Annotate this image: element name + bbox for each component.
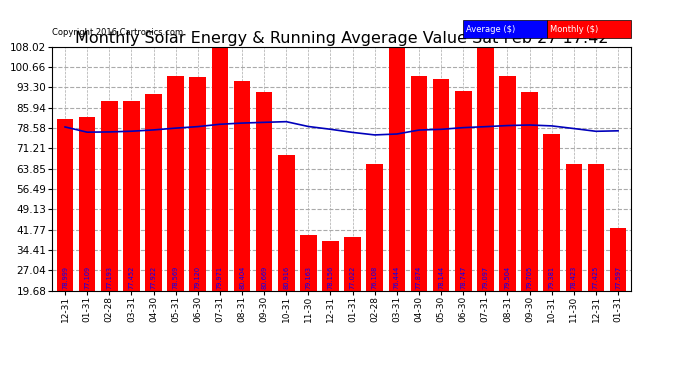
Text: 77.022: 77.022 (350, 266, 355, 289)
Text: 78.747: 78.747 (460, 266, 466, 289)
Bar (234, 81, 250, 291)
Bar (610, 228, 627, 291)
Text: 79.163: 79.163 (306, 266, 311, 289)
Text: 77.597: 77.597 (615, 266, 621, 289)
Bar (190, 77, 206, 291)
Bar (477, 45, 493, 291)
Text: 77.874: 77.874 (416, 266, 422, 289)
FancyBboxPatch shape (463, 20, 547, 38)
Bar (256, 93, 273, 291)
Bar (366, 164, 383, 291)
Bar (300, 234, 317, 291)
Text: 79.120: 79.120 (195, 266, 201, 289)
Bar (168, 76, 184, 291)
Bar (212, 45, 228, 291)
Bar (499, 76, 515, 291)
Bar (588, 164, 604, 291)
Text: 77.109: 77.109 (84, 266, 90, 289)
Text: 78.569: 78.569 (172, 266, 179, 289)
Text: 80.669: 80.669 (261, 266, 267, 289)
Text: 79.971: 79.971 (217, 266, 223, 289)
Text: 80.916: 80.916 (283, 266, 289, 289)
Text: 77.452: 77.452 (128, 266, 135, 289)
Text: 77.193: 77.193 (106, 266, 112, 289)
Text: Monthly ($): Monthly ($) (550, 25, 598, 34)
Title: Monthly Solar Energy & Running Avgerage Value Sat Feb 27 17:42: Monthly Solar Energy & Running Avgerage … (75, 31, 609, 46)
Bar (123, 101, 139, 291)
Text: 80.404: 80.404 (239, 266, 245, 289)
Text: 78.999: 78.999 (62, 266, 68, 289)
Text: 79.705: 79.705 (526, 266, 533, 289)
Text: 79.381: 79.381 (549, 266, 555, 289)
FancyBboxPatch shape (547, 20, 631, 38)
Text: 77.922: 77.922 (150, 266, 157, 289)
Bar (433, 79, 449, 291)
Text: 77.425: 77.425 (593, 266, 599, 289)
Bar (521, 93, 538, 291)
Text: Copyright 2016 Cartronics.com: Copyright 2016 Cartronics.com (52, 28, 183, 37)
Bar (388, 45, 405, 291)
Text: 79.504: 79.504 (504, 266, 511, 289)
Bar (101, 101, 117, 291)
Bar (344, 237, 361, 291)
Text: 76.108: 76.108 (372, 266, 377, 289)
Text: 78.144: 78.144 (438, 266, 444, 289)
Text: 76.444: 76.444 (394, 266, 400, 289)
Bar (322, 242, 339, 291)
Bar (145, 94, 162, 291)
Bar (411, 76, 427, 291)
Text: 78.156: 78.156 (328, 266, 333, 289)
Bar (278, 154, 295, 291)
Bar (544, 134, 560, 291)
Bar (566, 164, 582, 291)
Text: 78.423: 78.423 (571, 266, 577, 289)
Text: 79.097: 79.097 (482, 266, 489, 289)
Text: Average ($): Average ($) (466, 25, 515, 34)
Bar (455, 91, 471, 291)
Bar (57, 118, 73, 291)
Bar (79, 117, 95, 291)
